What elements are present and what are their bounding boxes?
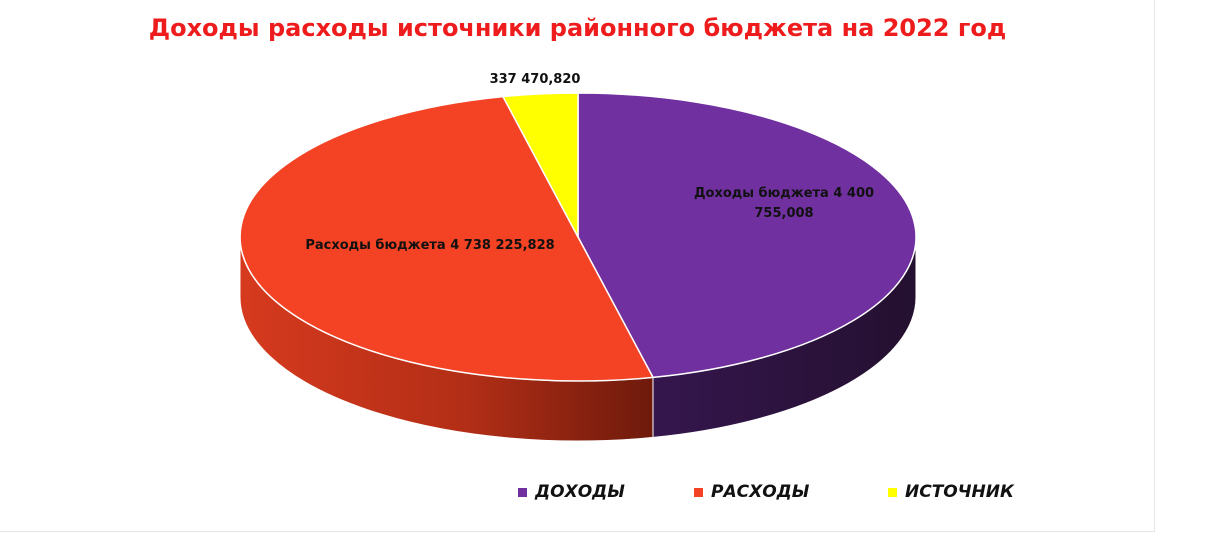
pie-chart: Доходы бюджета 4 400 755,008 Расходы бюдже… [239,72,917,442]
legend-swatch-source [888,487,897,497]
data-label-expense: Расходы бюджета 4 738 225,828 [305,238,554,253]
data-label-source: 337 470,820 [490,72,581,87]
legend-swatch-expense [694,487,703,497]
legend-item-income: ДОХОДЫ [518,482,625,502]
legend-label-income: ДОХОДЫ [535,482,625,502]
legend-swatch-income [518,487,527,497]
chart-title: Доходы расходы источники районного бюдже… [148,14,1007,42]
legend-label-source: ИСТОЧНИК [905,482,1014,502]
legend-item-expense: РАСХОДЫ [694,482,809,502]
pie-slice-source [501,92,579,238]
chart-area: Доходы расходы источники районного бюдже… [0,0,1155,532]
legend-item-source: ИСТОЧНИК [888,482,1014,502]
pie-slice-expense [239,95,655,382]
pie-slice-income [577,92,917,379]
data-label-income: Доходы бюджета 4 400 755,008 [694,186,874,221]
legend-label-expense: РАСХОДЫ [711,482,810,502]
